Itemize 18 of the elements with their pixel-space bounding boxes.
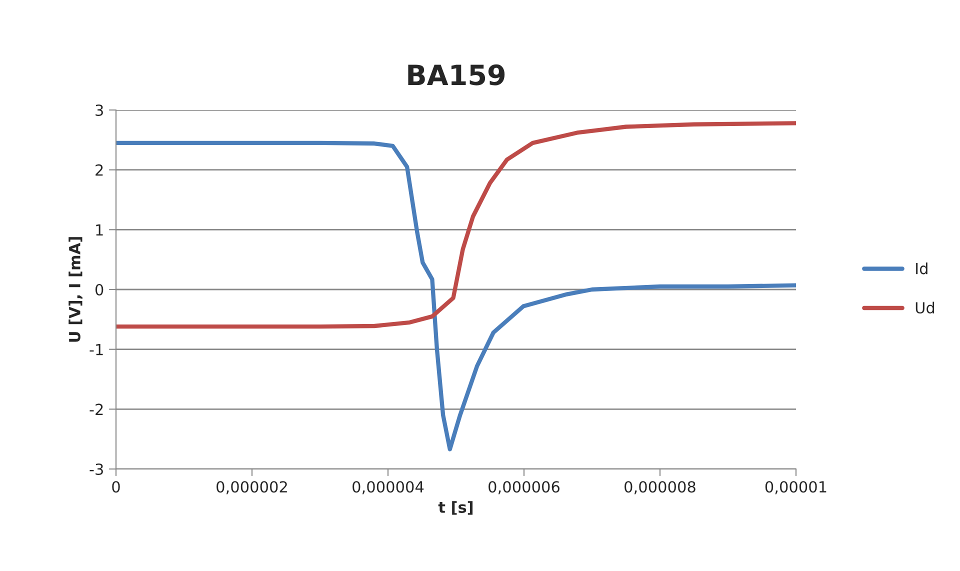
- legend-label: Id: [916, 262, 928, 274]
- x-tick-label: 0,000008: [624, 481, 696, 494]
- y-tick-label: -2: [90, 404, 103, 415]
- x-tick-label: 0,000006: [488, 481, 560, 494]
- chart-title: BA159: [408, 64, 505, 86]
- y-tick-label: -3: [90, 463, 103, 476]
- y-tick-label: 1: [96, 224, 103, 236]
- x-axis-title: t [s]: [438, 501, 473, 515]
- x-tick-label: 0,00001: [765, 481, 826, 494]
- x-tick-label: 0,000002: [216, 481, 287, 494]
- y-tick-label: 3: [96, 104, 103, 116]
- x-tick-label: 0: [112, 481, 120, 493]
- y-tick-label: -1: [90, 344, 103, 356]
- y-tick-label: 2: [96, 164, 103, 176]
- x-tick-label: 0,000004: [352, 481, 424, 494]
- legend-label: Ud: [916, 302, 934, 314]
- y-axis-title: U [V], I [mA]: [68, 237, 82, 342]
- y-tick-label: 0: [95, 284, 104, 296]
